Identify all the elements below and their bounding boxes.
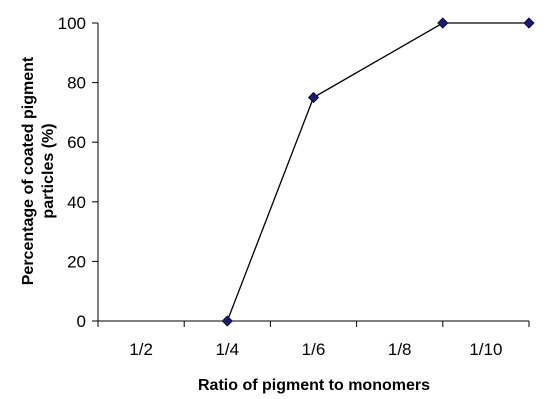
y-axis-title: Percentage of coated pigment particles (…: [20, 56, 57, 285]
y-tick-label: 0: [77, 312, 86, 331]
x-tick-label: 1/4: [215, 340, 239, 359]
y-axis-title-line-1: Percentage of coated pigment: [20, 56, 37, 285]
x-tick-label: 1/2: [129, 340, 153, 359]
x-tick-label: 1/6: [302, 340, 326, 359]
y-tick-label: 80: [67, 74, 86, 93]
x-tick-labels: 1/2 1/4 1/6 1/8 1/10: [129, 340, 502, 359]
data-point: [523, 17, 535, 29]
x-axis-title: Ratio of pigment to monomers: [198, 377, 430, 394]
x-tick-label: 1/8: [388, 340, 412, 359]
y-axis-title-line-2: particles (%): [40, 123, 57, 218]
y-tick-labels: 0 20 40 60 80 100: [58, 14, 86, 331]
series-line: [226, 22, 529, 322]
axes: [92, 22, 530, 327]
y-tick-label: 40: [67, 193, 86, 212]
y-tick-label: 100: [58, 14, 86, 33]
y-tick-label: 20: [67, 252, 86, 271]
x-tick-label: 1/10: [469, 340, 502, 359]
data-point: [221, 315, 233, 327]
y-tick-label: 60: [67, 133, 86, 152]
data-point: [437, 17, 449, 29]
series: [221, 17, 535, 327]
data-point: [307, 91, 320, 104]
